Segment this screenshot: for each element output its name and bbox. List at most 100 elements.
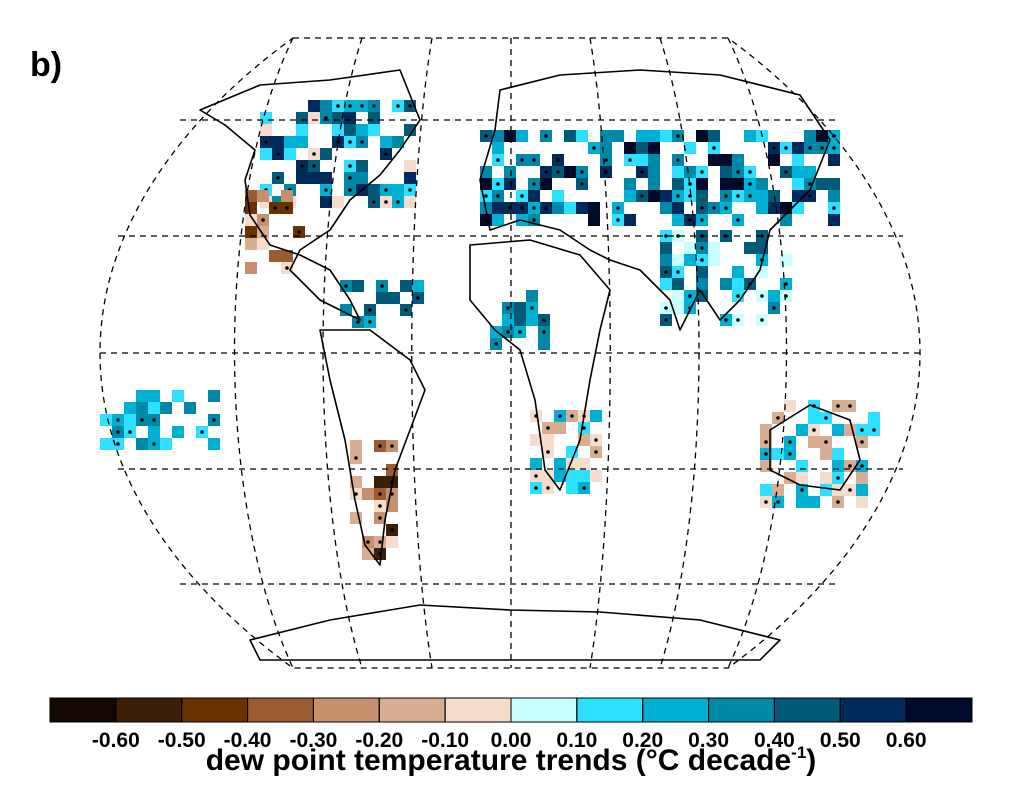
significance-dot: [546, 426, 550, 430]
significance-dot: [556, 158, 560, 162]
trend-cell: [269, 250, 281, 262]
significance-dot: [494, 342, 498, 346]
significance-dot: [297, 230, 301, 234]
trend-cell: [526, 314, 538, 326]
significance-dot: [336, 140, 340, 144]
colorbar-tick-label: -0.50: [158, 729, 206, 752]
colorbar-label-text: dew point temperature trends (°C decade: [206, 744, 791, 777]
significance-dot: [808, 146, 812, 150]
significance-dot: [273, 206, 277, 210]
significance-dot: [378, 504, 382, 508]
trend-cell: [245, 226, 257, 238]
significance-dot: [784, 206, 788, 210]
significance-dot: [384, 188, 388, 192]
colorbar-box: [444, 697, 512, 723]
significance-dot: [736, 318, 740, 322]
trend-cell: [376, 292, 388, 304]
trend-cell: [284, 136, 296, 148]
trend-cell: [374, 476, 386, 488]
significance-dot: [772, 146, 776, 150]
significance-dot: [378, 444, 382, 448]
significance-dot: [416, 296, 420, 300]
trend-cell: [566, 446, 578, 458]
trend-cell: [284, 148, 296, 160]
trend-cell: [808, 496, 820, 508]
trend-cell: [636, 142, 648, 154]
trend-cell: [696, 266, 708, 278]
trend-cell: [554, 458, 566, 470]
significance-dot: [800, 488, 804, 492]
trend-cell: [708, 242, 720, 254]
significance-dot: [580, 170, 584, 174]
significance-dot: [390, 444, 394, 448]
significance-dot: [676, 158, 680, 162]
trend-cell: [320, 148, 332, 160]
significance-dot: [532, 158, 536, 162]
trend-cell: [648, 178, 660, 190]
significance-dot: [808, 194, 812, 198]
significance-dot: [378, 540, 382, 544]
trend-cell: [296, 124, 308, 136]
significance-dot: [724, 194, 728, 198]
trend-cell: [514, 302, 526, 314]
trend-cell: [332, 196, 344, 208]
significance-dot: [616, 218, 620, 222]
significance-dot: [788, 440, 792, 444]
significance-dot: [724, 206, 728, 210]
significance-dot: [506, 330, 510, 334]
significance-dot: [534, 486, 538, 490]
trend-cell: [856, 484, 868, 496]
significance-dot: [832, 146, 836, 150]
colorbar-box: [839, 697, 907, 723]
trend-cell: [792, 166, 804, 178]
significance-dot: [532, 206, 536, 210]
trend-cell: [362, 548, 374, 560]
trend-cell: [732, 266, 744, 278]
significance-dot: [506, 306, 510, 310]
significance-dot: [518, 330, 522, 334]
significance-dot: [324, 188, 328, 192]
trend-cell: [784, 400, 796, 412]
trend-cell: [516, 130, 528, 142]
trend-cell: [245, 202, 257, 214]
significance-dot: [312, 152, 316, 156]
trend-cell: [648, 130, 660, 142]
trend-cell: [404, 160, 416, 172]
trend-cell: [672, 254, 684, 266]
significance-dot: [396, 104, 400, 108]
trend-cell: [136, 390, 148, 402]
colorbar-box: [49, 697, 117, 723]
significance-dot: [784, 282, 788, 286]
significance-dot: [116, 418, 120, 422]
trend-cell: [636, 130, 648, 142]
trend-cell: [208, 390, 220, 402]
significance-dot: [546, 486, 550, 490]
significance-dot: [664, 306, 668, 310]
significance-dot: [116, 430, 120, 434]
trend-cell: [542, 434, 554, 446]
trend-cell: [868, 412, 880, 424]
significance-dot: [378, 492, 382, 496]
trend-cell: [856, 496, 868, 508]
significance-dot: [582, 426, 586, 430]
trend-cell: [514, 314, 526, 326]
significance-dot: [532, 218, 536, 222]
trend-cell: [578, 458, 590, 470]
trend-cell: [684, 242, 696, 254]
colorbar-box: [312, 697, 380, 723]
significance-dot: [312, 164, 316, 168]
significance-dot: [348, 176, 352, 180]
colorbar-box: [773, 697, 841, 723]
trend-cell: [554, 470, 566, 482]
trend-cell: [820, 484, 832, 496]
trend-cell: [820, 472, 832, 484]
trend-cell: [504, 130, 516, 142]
trend-cell: [760, 424, 772, 436]
significance-dot: [664, 270, 668, 274]
trend-cell: [768, 290, 780, 302]
trend-cell: [260, 148, 272, 160]
trend-cell: [578, 470, 590, 482]
colorbar-box: [510, 697, 578, 723]
trend-cell: [590, 410, 602, 422]
trend-cell: [492, 142, 504, 154]
